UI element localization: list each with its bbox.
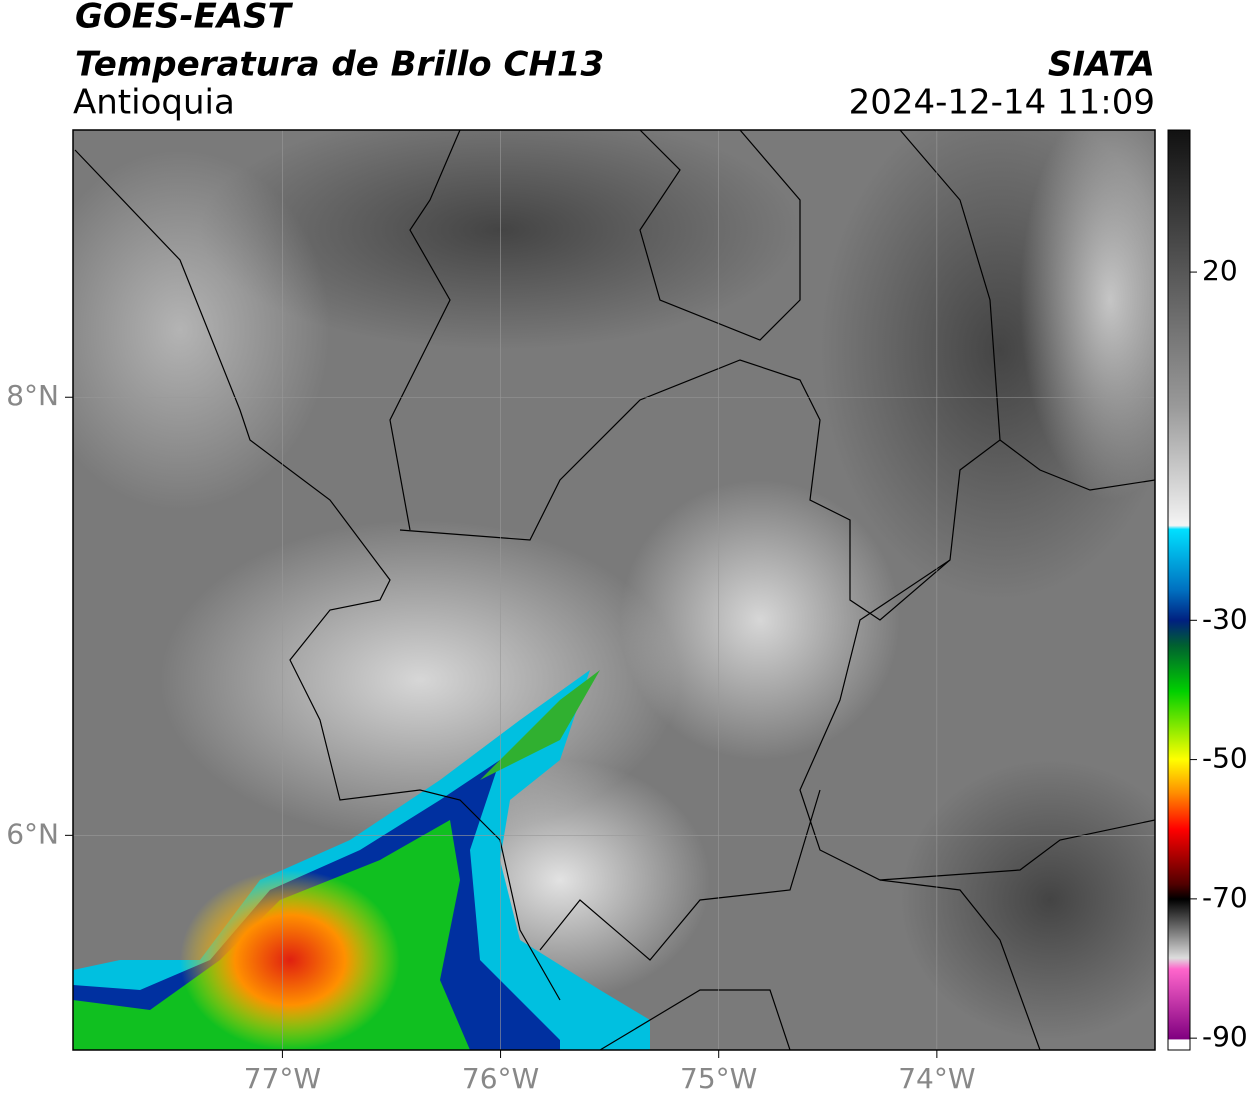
datetime: 2024-12-14 11:09: [849, 83, 1155, 123]
title: GOES-EAST: [75, 0, 294, 37]
x-tick-label: 75°W: [680, 1062, 757, 1095]
imagery: [73, 130, 1155, 1050]
colorbar-label: -50: [1202, 742, 1248, 775]
y-tick-label: 8°N: [6, 379, 59, 412]
x-tick-label: 76°W: [462, 1062, 539, 1095]
x-tick-label: 74°W: [898, 1062, 975, 1095]
source: SIATA: [1048, 45, 1155, 85]
subtitle: Temperatura de Brillo CH13: [75, 45, 604, 85]
colorbar-label: -30: [1202, 602, 1248, 635]
graticule: [73, 130, 1155, 1050]
colorbar-label: 20: [1202, 254, 1238, 287]
y-tick-label: 6°N: [6, 817, 59, 850]
colorbar: [1167, 129, 1191, 1051]
colorbar-label: -70: [1202, 881, 1248, 914]
region: Antioquia: [73, 83, 235, 123]
colorbar-label: -90: [1202, 1020, 1248, 1053]
map-frame: [72, 129, 1156, 1051]
x-tick-label: 77°W: [244, 1062, 321, 1095]
